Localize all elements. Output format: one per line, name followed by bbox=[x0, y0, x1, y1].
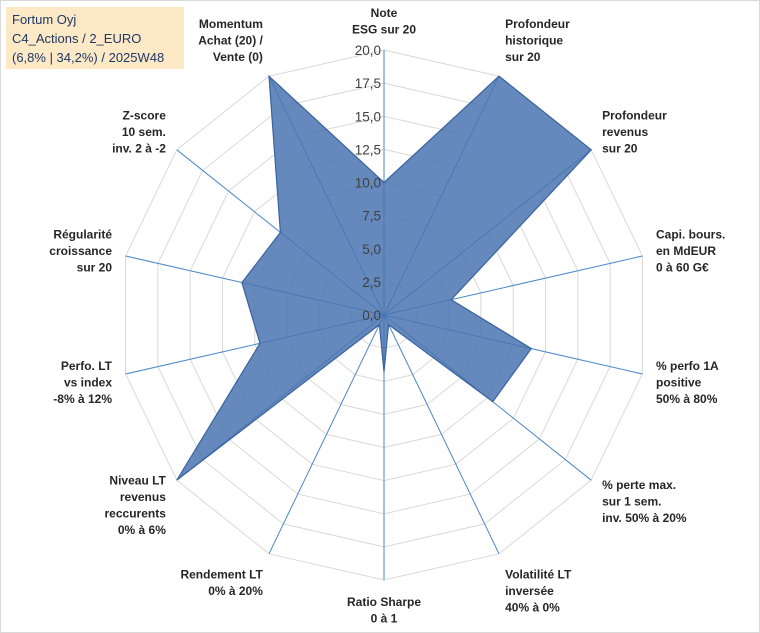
axis-label-line: Perfo. LT bbox=[61, 359, 113, 373]
tick-label: 2,5 bbox=[362, 275, 381, 290]
axis-label-line: inv. 2 à -2 bbox=[112, 142, 166, 156]
axis-label-line: Note bbox=[371, 6, 398, 20]
tick-label: 10,0 bbox=[355, 176, 381, 191]
radial-tick-labels: 0,0 2,5 5,0 7,5 10,0 12,5 15,0 17,5 20,0 bbox=[355, 43, 381, 323]
axis-label-line: 10 sem. bbox=[122, 125, 166, 139]
tick-label: 5,0 bbox=[362, 242, 381, 257]
axis-label-line: Ratio Sharpe bbox=[347, 595, 421, 609]
axis-labels: Note ESG sur 20 Profondeur historique sur 20… bbox=[49, 6, 725, 626]
axis-label-line: Profondeur bbox=[505, 17, 570, 31]
axis-label: Régularité croissance sur 20 bbox=[49, 227, 112, 274]
title-stats: (6,8% | 34,2%) / 2025W48 bbox=[12, 50, 165, 65]
axis-label-line: 0% à 20% bbox=[208, 584, 263, 598]
axis-label-line: reccurents bbox=[105, 506, 167, 520]
axis-label-line: Momentum bbox=[199, 17, 263, 31]
axis-label: Z-score 10 sem. inv. 2 à -2 bbox=[112, 109, 166, 156]
axis-label-line: positive bbox=[656, 376, 702, 390]
axis-label-line: inv. 50% à 20% bbox=[602, 511, 687, 525]
axis-label-line: historique bbox=[505, 34, 563, 48]
axis-label-line: % perte max. bbox=[602, 478, 676, 492]
axis-label-line: Capi. bours. bbox=[656, 227, 725, 241]
tick-label: 20,0 bbox=[355, 43, 381, 58]
axis-label-line: 40% à 0% bbox=[505, 600, 560, 614]
axis-label-line: inversée bbox=[505, 584, 554, 598]
axis-label: Capi. bours. en MdEUR 0 à 60 G€ bbox=[656, 227, 725, 274]
axis-label: Profondeur revenus sur 20 bbox=[602, 109, 667, 156]
tick-label: 7,5 bbox=[362, 209, 381, 224]
axis-label-line: 0 à 60 G€ bbox=[656, 260, 709, 274]
axis-label-line: ESG sur 20 bbox=[352, 23, 416, 37]
axis-label-line: sur 20 bbox=[602, 142, 638, 156]
axis-label-line: Régularité bbox=[53, 227, 112, 241]
axis-label: Volatilité LT inversée 40% à 0% bbox=[505, 567, 572, 614]
title-company: Fortum Oyj bbox=[12, 12, 77, 27]
axis-label-line: 50% à 80% bbox=[656, 392, 718, 406]
axis-label-line: sur 20 bbox=[77, 260, 113, 274]
radar-area bbox=[176, 74, 593, 481]
tick-label: 12,5 bbox=[355, 142, 381, 157]
axis-label-line: 0 à 1 bbox=[371, 612, 398, 626]
axis-label-line: sur 20 bbox=[505, 50, 541, 64]
axis-label: Niveau LT revenus reccurents 0% à 6% bbox=[105, 473, 167, 537]
axis-label-line: revenus bbox=[602, 125, 648, 139]
axis-label: Rendement LT 0% à 20% bbox=[180, 567, 263, 598]
axis-label-line: % perfo 1A bbox=[656, 359, 719, 373]
axis-label: Note ESG sur 20 bbox=[352, 6, 416, 37]
axis-label-line: Profondeur bbox=[602, 109, 667, 123]
axis-label-line: Niveau LT bbox=[109, 473, 166, 487]
tick-label: 15,0 bbox=[355, 109, 381, 124]
axis-label: % perte max. sur 1 sem. inv. 50% à 20% bbox=[602, 478, 687, 525]
axis-label-line: en MdEUR bbox=[656, 244, 716, 258]
title-category: C4_Actions / 2_EURO bbox=[12, 31, 142, 46]
tick-label: 0,0 bbox=[362, 308, 381, 323]
axis-label-line: 0% à 6% bbox=[118, 523, 166, 537]
axis-label-line: -8% à 12% bbox=[53, 392, 112, 406]
chart-title-box: Fortum Oyj C4_Actions / 2_EURO (6,8% | 3… bbox=[6, 7, 184, 69]
axis-label: Profondeur historique sur 20 bbox=[505, 17, 570, 64]
axis-label: Momentum Achat (20) / Vente (0) bbox=[198, 17, 263, 64]
radar-spoke bbox=[383, 314, 500, 555]
axis-label-line: vs index bbox=[64, 376, 112, 390]
axis-label-line: Rendement LT bbox=[180, 567, 263, 581]
series-area bbox=[176, 74, 593, 481]
axis-label-line: sur 1 sem. bbox=[602, 495, 661, 509]
axis-label-line: Z-score bbox=[123, 109, 167, 123]
axis-label-line: Volatilité LT bbox=[505, 567, 572, 581]
axis-label-line: Achat (20) / bbox=[198, 34, 263, 48]
axis-label-line: revenus bbox=[120, 490, 166, 504]
axis-label-line: croissance bbox=[49, 244, 112, 258]
axis-label: % perfo 1A positive 50% à 80% bbox=[656, 359, 719, 406]
axis-label-line: Vente (0) bbox=[213, 50, 263, 64]
axis-label: Ratio Sharpe 0 à 1 bbox=[347, 595, 421, 626]
radar-spoke bbox=[268, 314, 385, 555]
axis-label: Perfo. LT vs index -8% à 12% bbox=[53, 359, 112, 406]
tick-label: 17,5 bbox=[355, 76, 381, 91]
